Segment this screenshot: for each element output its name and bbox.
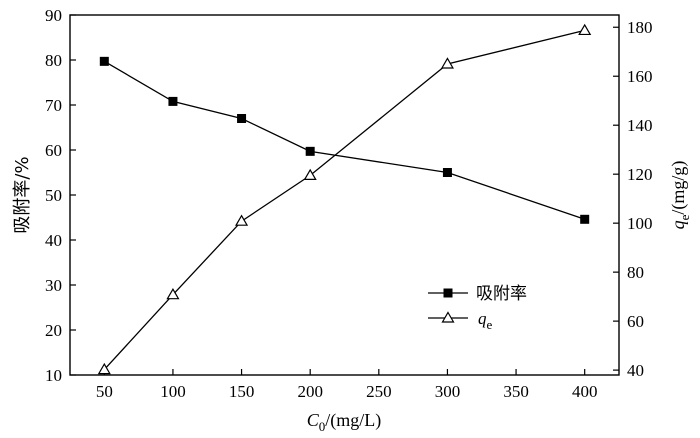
right-y-tick-label: 100	[627, 214, 653, 233]
series-line-qe	[103, 29, 585, 371]
legend-label-adsorption: 吸附率	[476, 284, 527, 304]
left-y-tick-label: 70	[45, 96, 62, 115]
x-tick-label: 200	[297, 382, 323, 401]
legend-marker-qe	[441, 311, 455, 323]
legend-label-qe-main: q	[478, 309, 487, 328]
legend-label-qe-sub: e	[487, 317, 493, 332]
x-tick-label: 350	[503, 382, 529, 401]
data-point-adsorption-rate	[237, 114, 247, 123]
data-point-qe	[303, 168, 317, 181]
series-layer	[97, 23, 592, 375]
x-axis-title: C0/(mg/L)	[307, 410, 382, 434]
right-y-tick-label: 140	[627, 116, 653, 135]
data-point-adsorption-rate	[580, 214, 590, 224]
x-tick-label: 150	[229, 382, 255, 401]
data-point-adsorption-rate	[305, 146, 315, 156]
x-tick-label: 300	[435, 382, 461, 401]
left-y-tick-label: 20	[45, 321, 62, 340]
legend-marker-adsorption	[443, 288, 453, 298]
right-y-axis-title-main: q	[668, 220, 688, 229]
left-y-tick-label: 80	[45, 51, 62, 70]
data-point-adsorption-rate	[168, 96, 178, 106]
data-point-qe	[578, 23, 592, 36]
left-y-axis-title: 吸附率/%	[12, 156, 33, 233]
data-point-adsorption-rate	[99, 56, 109, 66]
right-y-tick-label: 160	[627, 67, 653, 86]
left-y-tick-label: 40	[45, 231, 62, 250]
right-y-tick-label: 180	[627, 18, 653, 37]
x-axis-title-sub: 0	[319, 419, 326, 434]
right-y-tick-label: 80	[627, 263, 644, 282]
right-y-tick-label: 60	[627, 312, 644, 331]
x-axis-ticks: 50 100 150 200 250 300 350 400	[96, 369, 598, 401]
x-tick-label: 250	[366, 382, 392, 401]
right-y-tick-label: 120	[627, 165, 653, 184]
data-point-qe	[97, 362, 111, 375]
data-point-adsorption-rate	[442, 168, 452, 177]
data-point-qe	[440, 57, 454, 69]
left-y-tick-label: 90	[45, 6, 62, 25]
data-point-qe	[235, 214, 249, 226]
legend: 吸附率 qe	[428, 284, 527, 332]
right-y-axis-title-unit: /(mg/g)	[668, 161, 689, 215]
right-y-axis-title-sub: e	[677, 214, 692, 220]
x-tick-label: 50	[96, 382, 113, 401]
plot-frame	[69, 14, 620, 376]
left-y-tick-label: 30	[45, 276, 62, 295]
x-axis-title-main: C	[307, 410, 320, 430]
left-y-axis-ticks: 10 20 30 40 50 60 70 80 90	[45, 6, 76, 385]
series-line-adsorption-rate	[103, 60, 585, 220]
x-tick-label: 400	[572, 382, 598, 401]
left-y-tick-label: 60	[45, 141, 62, 160]
x-axis-title-unit: /(mg/L)	[325, 410, 381, 431]
left-y-tick-label: 10	[45, 366, 62, 385]
left-y-tick-label: 50	[45, 186, 62, 205]
x-tick-label: 100	[160, 382, 186, 401]
right-y-axis-title: qe/(mg/g)	[668, 161, 692, 230]
right-y-axis-ticks: 40 60 80 100 120 140 160 180	[613, 18, 653, 380]
right-y-tick-label: 40	[627, 361, 644, 380]
legend-label-qe: qe	[478, 309, 493, 332]
data-point-qe	[166, 287, 180, 300]
